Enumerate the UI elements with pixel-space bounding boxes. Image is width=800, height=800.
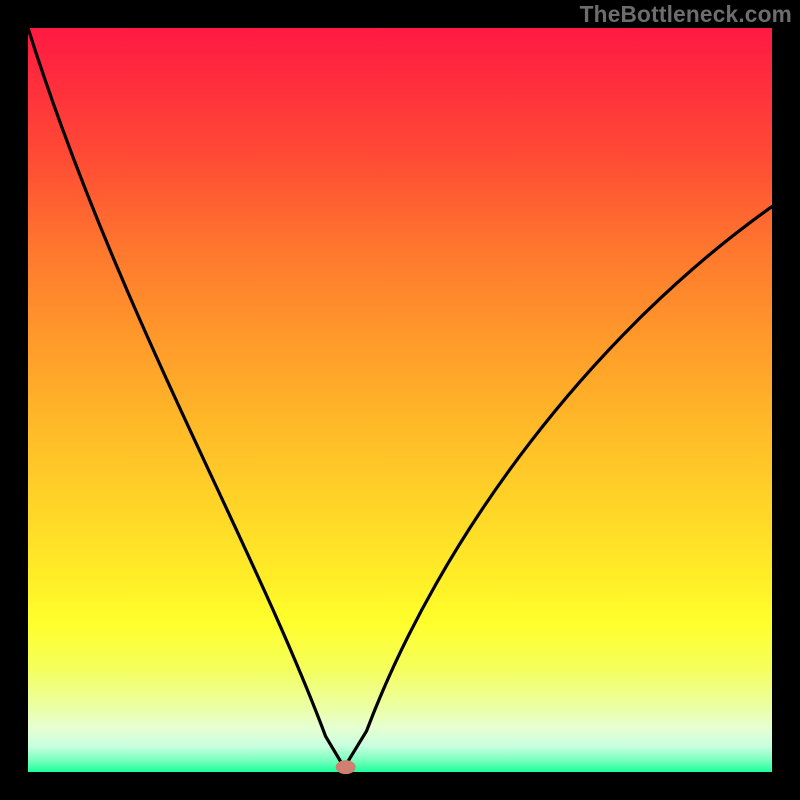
plot-area — [28, 28, 772, 772]
bottleneck-chart — [0, 0, 800, 800]
trough-marker — [336, 760, 356, 774]
watermark-text: TheBottleneck.com — [580, 1, 792, 28]
chart-root: TheBottleneck.com — [0, 0, 800, 800]
